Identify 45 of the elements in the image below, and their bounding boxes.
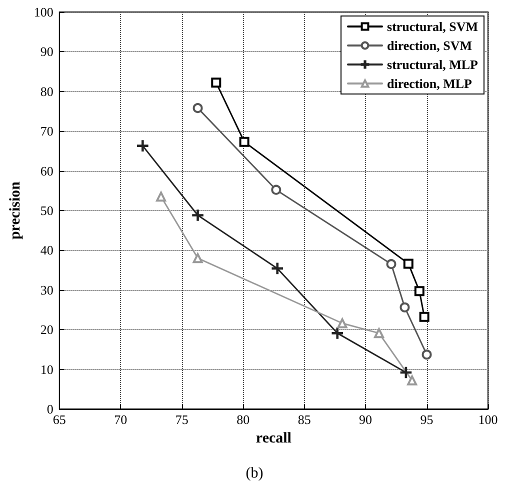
- x-axis-title: recall: [256, 430, 292, 446]
- text: (b): [246, 466, 264, 482]
- point: [192, 210, 204, 221]
- y-tick-label: 70: [40, 124, 54, 139]
- point: [414, 286, 424, 296]
- point: [374, 328, 384, 338]
- point: [192, 253, 203, 264]
- point: [419, 312, 430, 322]
- y-tick-label: 40: [40, 242, 54, 258]
- y-tick-label: 50: [40, 203, 54, 218]
- point: [271, 184, 282, 195]
- y-tick-label: 10: [40, 362, 54, 377]
- x-tick-label: 90: [359, 412, 372, 427]
- x-tick-label: 70: [114, 412, 128, 427]
- x-tick-label: 85: [298, 412, 311, 427]
- legend-label: structural, MLP: [387, 57, 478, 72]
- y-tick-label: 100: [34, 4, 54, 20]
- point: [337, 318, 348, 328]
- point: [400, 302, 410, 312]
- point: [422, 350, 432, 360]
- point: [192, 103, 203, 114]
- y-tick-label: 30: [40, 282, 54, 298]
- point: [332, 328, 344, 339]
- y-tick-label: 0: [46, 402, 54, 416]
- x-tick-label: 75: [175, 412, 188, 427]
- point: [403, 258, 414, 269]
- x-tick-label: 80: [236, 412, 250, 427]
- point: [211, 78, 222, 88]
- y-tick-label: 20: [40, 322, 54, 338]
- point: [239, 136, 250, 147]
- legend-label: direction, SVM: [387, 38, 472, 53]
- point: [407, 375, 418, 386]
- legend-label: direction, MLP: [387, 76, 472, 91]
- point: [386, 259, 396, 270]
- y-tick-label: 60: [40, 163, 54, 178]
- x-tick-label: 95: [420, 412, 434, 427]
- y-tick-label: 80: [40, 84, 54, 99]
- y-tick-label: 90: [40, 44, 54, 60]
- point: [137, 140, 148, 152]
- x-tick-label: 65: [52, 412, 66, 427]
- y-axis-title: precision: [8, 180, 24, 240]
- legend-label: structural, SVM: [387, 19, 478, 34]
- point: [272, 262, 284, 274]
- point: [156, 192, 166, 202]
- x-tick-label: 100: [478, 412, 498, 427]
